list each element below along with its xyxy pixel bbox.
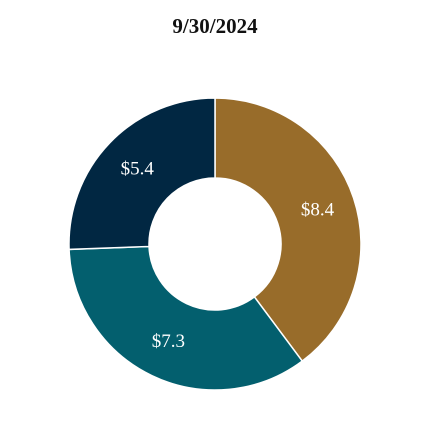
donut-slice-0 [214, 97, 362, 363]
slice-value-label-1: $7.3 [152, 331, 185, 352]
slices-group [68, 97, 362, 391]
chart-title: 9/30/2024 [172, 14, 258, 38]
slice-value-label-2: $5.4 [121, 159, 155, 180]
donut-slice-1 [68, 245, 304, 391]
labels-group: $8.4 $7.3 $5.4 [121, 159, 335, 352]
donut-slice-2 [68, 97, 216, 251]
slice-value-label-0: $8.4 [301, 200, 335, 221]
